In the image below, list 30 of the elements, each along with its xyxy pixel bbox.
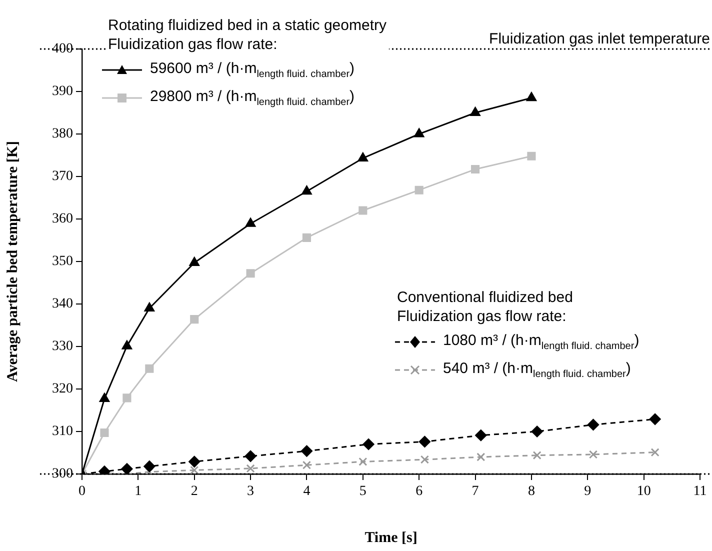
legend-label: 29800 m³ / (h·m$_{length fluid. chamber}$) bbox=[150, 88, 355, 108]
legend-label: 540 m³ / (h·m$_{length fluid. chamber}$) bbox=[443, 360, 631, 380]
x-tick-label: 0 bbox=[78, 484, 86, 500]
y-tick-label: 340 bbox=[52, 296, 73, 312]
y-tick-label: 310 bbox=[52, 424, 73, 440]
x-axis-title: Time [s] bbox=[364, 530, 418, 546]
x-tick-label: 8 bbox=[528, 484, 535, 500]
legend-label: 59600 m³ / (h·m$_{length fluid. chamber}$) bbox=[150, 60, 355, 80]
x-tick-label: 6 bbox=[416, 484, 423, 500]
annotation: Rotating fluidized bed in a static geometry Fluidization gas flow rate: bbox=[106, 16, 388, 54]
y-tick-label: 390 bbox=[52, 84, 73, 100]
y-tick-label: 360 bbox=[52, 212, 73, 227]
x-tick-label: 1 bbox=[134, 484, 142, 500]
x-tick-label: 4 bbox=[303, 484, 310, 500]
legend-label: 1080 m³ / (h·m$_{length fluid. chamber}$) bbox=[443, 332, 640, 352]
x-tick-label: 11 bbox=[693, 484, 707, 500]
y-tick-label: 350 bbox=[52, 254, 73, 270]
y-tick-label: 330 bbox=[52, 339, 73, 354]
y-tick-label: 320 bbox=[52, 382, 73, 397]
x-tick-label: 2 bbox=[190, 484, 198, 500]
annotation: Conventional fluidized bed Fluidization gas flow rate: bbox=[395, 288, 575, 326]
ref-line-label: Fluidization gas inlet temperature bbox=[489, 30, 710, 48]
x-tick-label: 10 bbox=[636, 484, 651, 500]
y-tick-label: 380 bbox=[52, 126, 73, 142]
x-tick-label: 9 bbox=[584, 484, 592, 500]
y-axis-title: Average particle bed temperature [K] bbox=[4, 140, 21, 382]
x-tick-label: 3 bbox=[247, 484, 254, 500]
x-tick-label: 5 bbox=[359, 484, 366, 500]
x-tick-label: 7 bbox=[472, 484, 479, 500]
y-tick-label: 370 bbox=[52, 169, 73, 184]
